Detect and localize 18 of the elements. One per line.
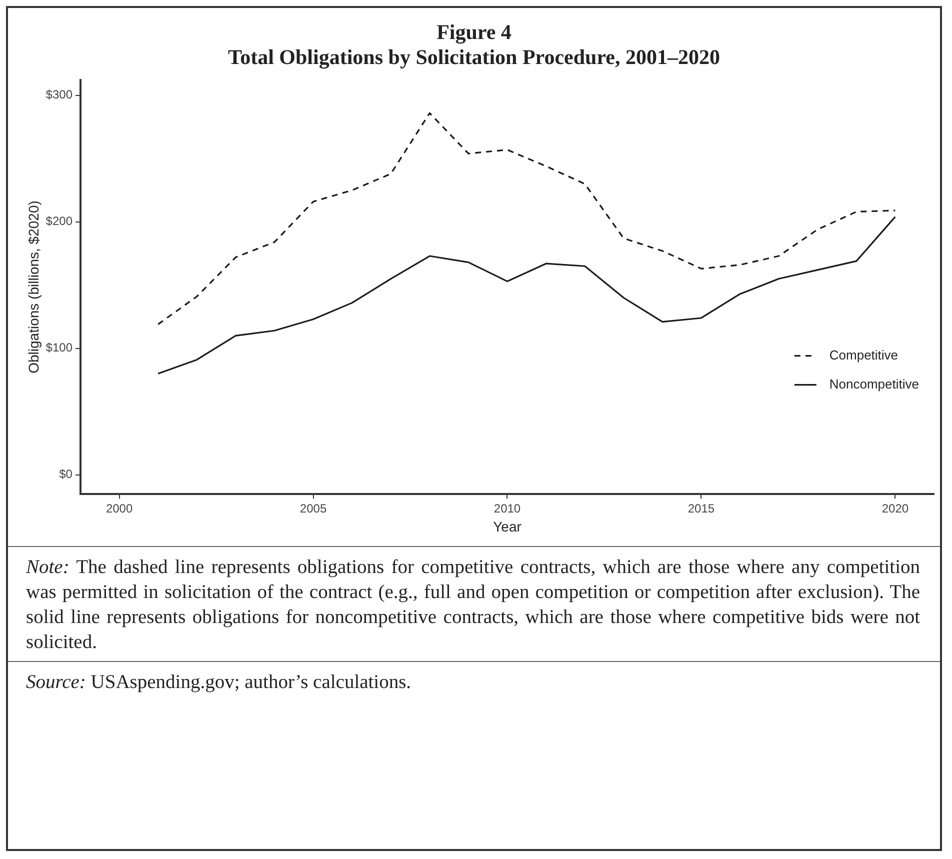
y-tick-label: $100: [46, 340, 73, 355]
y-tick-label: $0: [59, 467, 73, 482]
y-axis-title: Obligations (billions, $2020): [25, 200, 42, 374]
x-tick-label: 2020: [882, 501, 909, 516]
x-tick-label: 2015: [688, 501, 715, 516]
y-tick-label: $300: [46, 88, 73, 102]
y-tick-label: $200: [46, 214, 73, 228]
line-series: [157, 112, 896, 326]
legend-label: Competitive: [829, 347, 898, 362]
x-tick-label: 2010: [494, 501, 521, 516]
chart-subtitle: Total Obligations by Solicitation Procedure, 2001–2020: [227, 45, 721, 70]
text: Note: The dashed line represents obligations for competitive contracts, which are those where any competition was permitted in solicitation of the contract (e.g., full and open competition or competition after exclusion). The solid line represents obligations for noncompetitive contracts, which are those where competitive bids were not solicited.: [26, 556, 920, 655]
source-note: Source: USAspending.gov; author’s calculations.: [26, 671, 412, 695]
x-axis-title: Year: [493, 518, 522, 534]
legend-label: Noncompetitive: [829, 376, 920, 392]
chart-title: Figure 4: [436, 20, 512, 45]
x-tick-label: 2005: [300, 501, 327, 516]
x-tick-label: 2000: [106, 501, 133, 516]
